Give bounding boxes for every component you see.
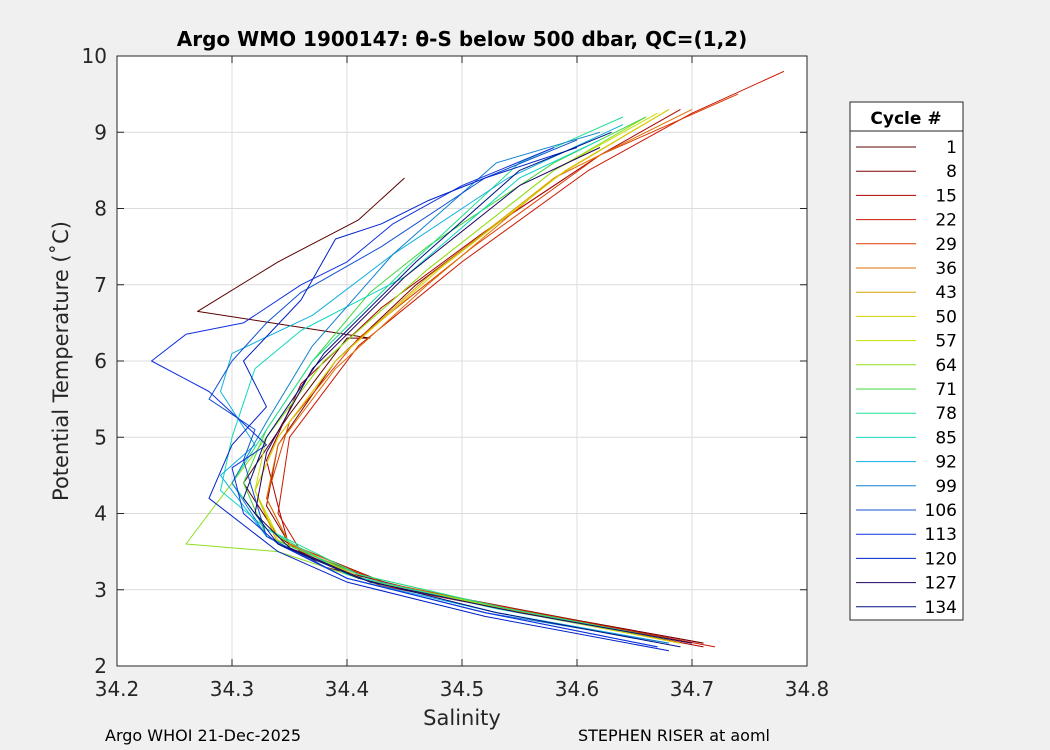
chart-title: Argo WMO 1900147: θ-S below 500 dbar, QC… bbox=[177, 27, 747, 51]
legend-label-106: 106 bbox=[925, 501, 957, 521]
series-line-cycle-134 bbox=[243, 131, 681, 648]
y-tick-label: 8 bbox=[94, 197, 107, 221]
x-tick-label: 34.5 bbox=[440, 677, 485, 701]
legend-label-120: 120 bbox=[925, 549, 957, 569]
y-tick-label: 9 bbox=[94, 120, 107, 144]
data-series bbox=[151, 70, 785, 652]
legend-label-71: 71 bbox=[935, 380, 957, 400]
legend-label-78: 78 bbox=[935, 404, 957, 424]
y-tick-label: 6 bbox=[94, 349, 107, 373]
y-tick-label: 10 bbox=[82, 44, 107, 68]
legend-label-57: 57 bbox=[935, 332, 957, 352]
legend-label-113: 113 bbox=[925, 525, 957, 545]
legend-label-64: 64 bbox=[935, 356, 957, 376]
x-tick-label: 34.7 bbox=[670, 677, 715, 701]
y-tick-label: 4 bbox=[94, 502, 107, 526]
legend-label-85: 85 bbox=[935, 428, 957, 448]
series-line-cycle-113 bbox=[151, 147, 658, 648]
legend-label-36: 36 bbox=[935, 259, 957, 279]
y-axis-label: Potential Temperature (˚C) bbox=[49, 221, 73, 501]
y-tick-label: 5 bbox=[94, 425, 107, 449]
series-line-cycle-127 bbox=[254, 147, 693, 644]
x-tick-label: 34.6 bbox=[555, 677, 600, 701]
axis-ticks: 34.2 34.3 34.4 34.5 34.6 34.7 34.8 2 3 4 5 6 7 8 9 10 bbox=[82, 44, 830, 701]
footer-right: STEPHEN RISER at aoml bbox=[578, 726, 770, 745]
x-tick-label: 34.4 bbox=[325, 677, 370, 701]
legend-label-1: 1 bbox=[946, 138, 957, 158]
y-tick-label: 7 bbox=[94, 273, 107, 297]
series-line-cycle-120 bbox=[208, 147, 670, 652]
legend-label-134: 134 bbox=[925, 598, 957, 618]
x-tick-label: 34.3 bbox=[210, 677, 255, 701]
series-line-cycle-85 bbox=[220, 139, 670, 640]
x-tick-label: 34.2 bbox=[95, 677, 140, 701]
legend-label-99: 99 bbox=[935, 477, 957, 497]
legend-label-22: 22 bbox=[935, 211, 957, 231]
legend-label-43: 43 bbox=[935, 283, 957, 303]
legend-entries: 1 8 15 22 29 36 43 50 57 64 71 78 85 92 99 106 113 120 127… bbox=[856, 138, 957, 618]
legend-label-15: 15 bbox=[935, 186, 957, 206]
y-tick-label: 2 bbox=[94, 654, 107, 678]
x-tick-label: 34.8 bbox=[785, 677, 830, 701]
legend-label-29: 29 bbox=[935, 235, 957, 255]
series-line-cycle-15 bbox=[266, 108, 704, 648]
series-line-cycle-64 bbox=[185, 116, 670, 640]
legend-label-92: 92 bbox=[935, 453, 957, 473]
y-tick-label: 3 bbox=[94, 578, 107, 602]
legend-label-50: 50 bbox=[935, 307, 957, 327]
footer-left: Argo WHOI 21-Dec-2025 bbox=[105, 726, 301, 745]
legend: Cycle # 18152229364350576471788592991061… bbox=[849, 101, 964, 621]
legend-box bbox=[849, 101, 964, 621]
x-axis-label: Salinity bbox=[423, 706, 501, 730]
legend-label-127: 127 bbox=[925, 574, 957, 594]
legend-title: Cycle # bbox=[870, 109, 941, 129]
legend-label-8: 8 bbox=[946, 162, 957, 182]
